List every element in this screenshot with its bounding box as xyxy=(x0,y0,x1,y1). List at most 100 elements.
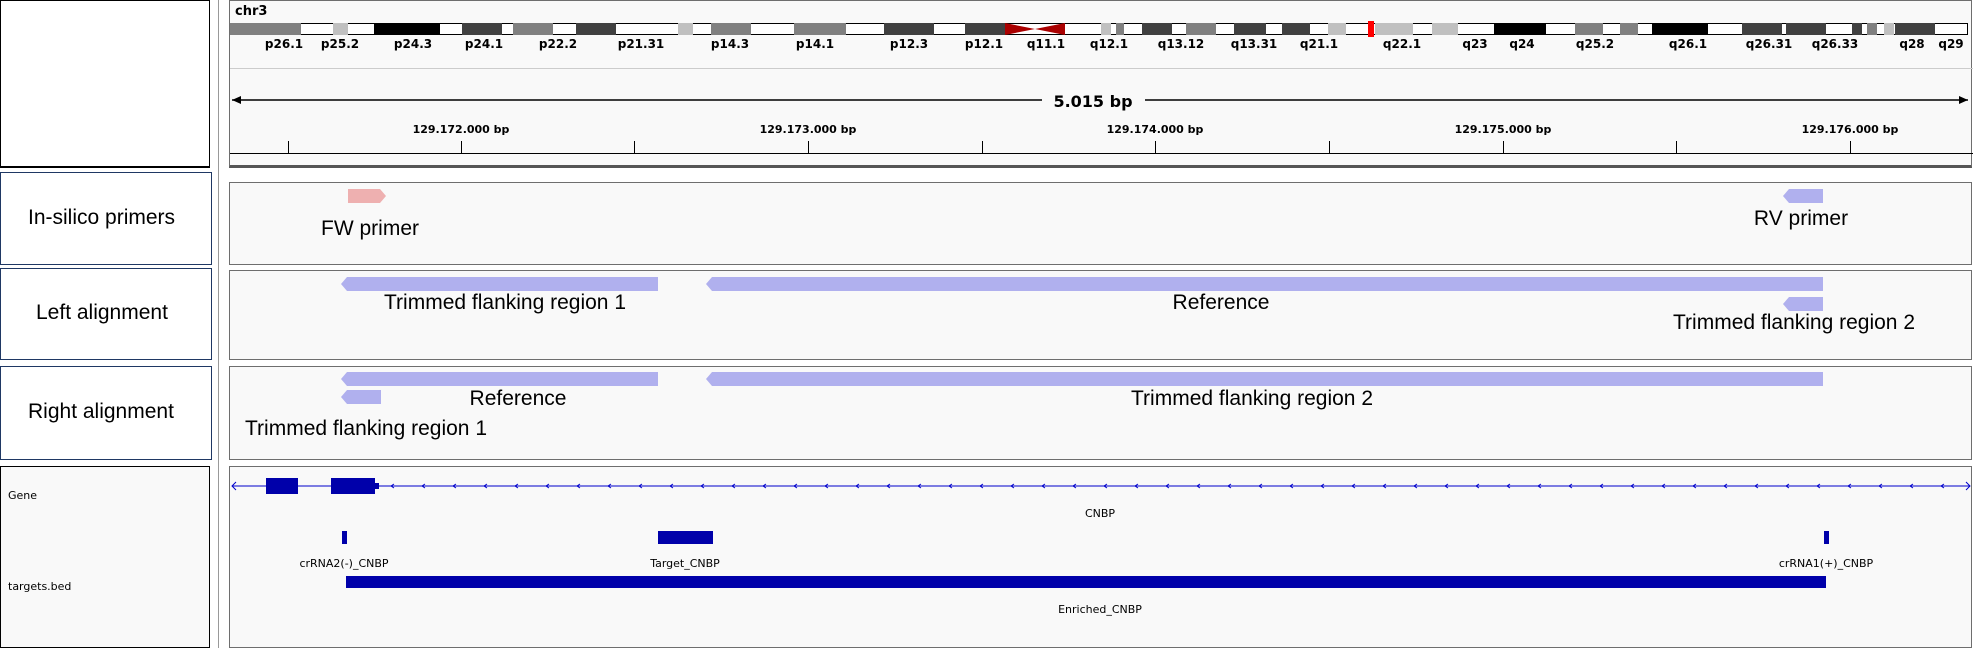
band-label: p12.1 xyxy=(964,37,1004,51)
gene-label-cnbp: CNBP xyxy=(1084,507,1116,520)
band xyxy=(1867,23,1877,35)
band xyxy=(678,23,693,35)
target-feature[interactable] xyxy=(658,531,713,544)
span-label: 5.015 bp xyxy=(1053,92,1133,111)
ideogram[interactable]: p26.1 p25.2 p24.3 p24.1 p22.2 p21.31 p14… xyxy=(230,1,1973,61)
ruler-name-panel xyxy=(0,0,210,168)
band-label: q28 xyxy=(1899,37,1925,51)
right-alignment-name-panel[interactable]: Right alignment xyxy=(0,366,212,460)
band xyxy=(265,23,301,35)
left-alignment-name-panel[interactable]: Left alignment xyxy=(0,268,212,360)
right-alignment-track-name: Right alignment xyxy=(28,400,174,423)
band xyxy=(794,23,846,35)
ruler-panel[interactable]: chr3 xyxy=(229,0,1973,168)
crrna2-feature[interactable] xyxy=(342,531,347,544)
band xyxy=(374,23,440,35)
ruler-tick xyxy=(1155,141,1156,153)
gene-track-name: Gene xyxy=(8,489,38,502)
band-label: q26.33 xyxy=(1811,37,1859,51)
band-label: q23 xyxy=(1462,37,1488,51)
primers-track-panel[interactable]: FW primer RV primer xyxy=(229,182,1972,265)
band xyxy=(1282,23,1310,35)
band-label: q24 xyxy=(1509,37,1535,51)
band xyxy=(1432,23,1458,35)
band xyxy=(230,23,265,35)
ruler-tick xyxy=(982,141,983,153)
enriched-feature[interactable] xyxy=(346,576,1826,588)
right-alignment-track-panel[interactable]: Reference Trimmed flanking region 2 Trim… xyxy=(229,366,1972,460)
band xyxy=(576,23,616,35)
ruler-position-label: 129.176.000 bp xyxy=(1801,123,1899,136)
ruler-position-label: 129.175.000 bp xyxy=(1454,123,1552,136)
band xyxy=(462,23,502,35)
right-flank1-feature[interactable] xyxy=(341,389,381,405)
rv-primer-feature[interactable] xyxy=(1783,188,1823,204)
column-divider[interactable] xyxy=(218,0,219,648)
crrna1-feature[interactable] xyxy=(1824,531,1829,544)
target-label: Target_CNBP xyxy=(650,557,720,570)
ruler-position-label: 129.174.000 bp xyxy=(1106,123,1204,136)
ruler-tick xyxy=(634,141,635,153)
band xyxy=(1575,23,1603,35)
right-flank2-label: Trimmed flanking region 2 xyxy=(1131,387,1373,410)
band xyxy=(1652,23,1708,35)
enriched-label: Enriched_CNBP xyxy=(1058,603,1142,616)
band-label: q26.1 xyxy=(1668,37,1708,51)
band xyxy=(1852,23,1862,35)
chromosome-name[interactable]: chr3 xyxy=(235,4,268,19)
crrna2-label: crRNA2(-)_CNBP xyxy=(299,557,389,570)
band xyxy=(965,23,1005,35)
band xyxy=(1375,23,1413,35)
band-label: p24.1 xyxy=(464,37,504,51)
band-label: q29 xyxy=(1938,37,1964,51)
band xyxy=(1786,23,1826,35)
band xyxy=(1328,23,1346,35)
left-flank1-label: Trimmed flanking region 1 xyxy=(384,291,626,314)
band-label: p25.2 xyxy=(320,37,360,51)
band xyxy=(333,23,348,35)
left-flank2-feature[interactable] xyxy=(1783,296,1823,312)
span-arrow xyxy=(232,96,1968,104)
ruler-position-label: 129.172.000 bp xyxy=(412,123,510,136)
band-label: q13.12 xyxy=(1157,37,1205,51)
feature-track-panel[interactable]: CNBP crRNA2(-)_CNBP Target_CNBP crRNA1(+… xyxy=(229,466,1972,648)
band xyxy=(1884,23,1894,35)
band xyxy=(1101,23,1111,35)
right-reference-label: Reference xyxy=(469,387,567,410)
feature-name-panel[interactable]: Gene targets.bed xyxy=(0,466,210,648)
primers-name-panel[interactable]: In-silico primers xyxy=(0,172,212,265)
band xyxy=(1234,23,1266,35)
left-flank1-feature[interactable] xyxy=(341,276,658,292)
ruler-tick xyxy=(808,141,809,153)
ruler-position-label: 129.173.000 bp xyxy=(759,123,857,136)
fw-primer-feature[interactable] xyxy=(348,188,388,204)
band-label: q12.1 xyxy=(1089,37,1129,51)
ruler-baseline xyxy=(230,153,1973,154)
band-label: p14.1 xyxy=(795,37,835,51)
left-reference-label: Reference xyxy=(1172,291,1270,314)
ruler-tick xyxy=(1850,141,1851,153)
ruler-tick xyxy=(1676,141,1677,153)
band-label: p21.31 xyxy=(617,37,665,51)
targets-track-name: targets.bed xyxy=(8,580,72,593)
right-reference-feature[interactable] xyxy=(341,371,658,387)
crrna1-label: crRNA1(+)_CNBP xyxy=(1778,557,1874,570)
left-alignment-track-panel[interactable]: Trimmed flanking region 1 Reference Trim… xyxy=(229,270,1972,360)
band xyxy=(711,23,751,35)
current-region-marker[interactable] xyxy=(1368,21,1374,37)
band xyxy=(1116,23,1124,35)
band xyxy=(1895,23,1935,35)
left-reference-feature[interactable] xyxy=(706,276,1823,292)
ideogram-separator xyxy=(230,68,1973,69)
band-label: p26.1 xyxy=(264,37,304,51)
right-flank2-feature[interactable] xyxy=(706,371,1823,387)
band xyxy=(1186,23,1216,35)
band-label: q25.2 xyxy=(1575,37,1615,51)
band xyxy=(1142,23,1172,35)
band-label: q22.1 xyxy=(1382,37,1422,51)
band-label: q26.31 xyxy=(1745,37,1793,51)
band-label: p12.3 xyxy=(889,37,929,51)
gene-model-cnbp[interactable] xyxy=(230,475,1973,497)
ruler-tick xyxy=(1329,141,1330,153)
primers-track-name: In-silico primers xyxy=(28,206,176,229)
